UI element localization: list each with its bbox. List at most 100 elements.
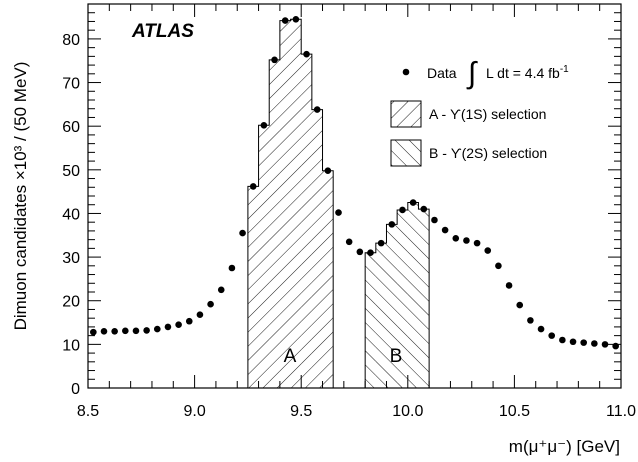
legend-region-a-swatch: [390, 100, 422, 128]
region-b: [364, 202, 430, 388]
region-a-outline: [247, 18, 334, 388]
region-a-bin: [322, 170, 334, 388]
data-point: [164, 323, 172, 331]
data-point: [175, 321, 182, 329]
data-point: [559, 336, 566, 344]
region-b-bin: [418, 209, 430, 388]
data-point: [441, 226, 449, 234]
x-axis-label: m(μ⁺μ⁻) [GeV]: [509, 437, 620, 456]
legend-data-label: Data: [427, 65, 457, 81]
data-point: [292, 15, 300, 23]
legend-region-a-label: A - ϒ(1S) selection: [429, 106, 546, 122]
y-tick-label: 30: [62, 250, 80, 267]
x-tick-label: 9.5: [290, 403, 312, 420]
y-tick-label: 0: [71, 381, 80, 398]
data-point: [495, 262, 502, 270]
data-point: [399, 206, 406, 214]
data-point: [548, 332, 556, 339]
data-point: [409, 199, 417, 206]
region-a-bin: [279, 20, 291, 388]
data-point: [591, 340, 598, 347]
data-point: [100, 327, 108, 335]
data-point: [612, 342, 619, 350]
data-point: [580, 339, 587, 346]
data-point: [90, 328, 97, 336]
data-point: [345, 238, 353, 246]
y-tick-label: 40: [62, 206, 80, 223]
data-point: [313, 106, 321, 113]
data-point: [153, 325, 161, 333]
region-a-bin: [247, 186, 259, 388]
data-point: [132, 327, 140, 335]
region-b-bin: [397, 209, 408, 388]
legend-region-b-swatch: [390, 139, 422, 167]
region-a-bin: [290, 19, 302, 388]
y-tick-label: 60: [62, 119, 80, 136]
data-point: [207, 300, 214, 308]
x-tick-label: 10.0: [392, 403, 423, 420]
data-point: [367, 249, 374, 257]
region-b-bin: [386, 224, 398, 388]
x-tick-label: 11.0: [606, 403, 636, 420]
region-b-bin: [365, 252, 376, 388]
legend-data-marker: [402, 68, 410, 76]
y-tick-labels: 0 10 20 30 40 50 60 70 80: [62, 32, 80, 398]
data-point: [505, 282, 513, 289]
data-point: [335, 209, 342, 216]
data-point: [271, 56, 278, 64]
data-point: [420, 205, 428, 213]
data-point: [356, 248, 364, 256]
y-axis-label: Dimuon candidates ×10³ / (50 MeV): [11, 62, 30, 331]
data-point: [463, 237, 470, 244]
data-point: [111, 327, 118, 335]
region-a-bin: [258, 125, 270, 389]
y-tick-label: 70: [62, 76, 80, 93]
region-b-bin: [375, 243, 387, 388]
y-tick-label: 20: [62, 294, 80, 311]
region-a-bin: [311, 109, 323, 388]
data-point: [260, 122, 268, 129]
data-point: [377, 239, 385, 247]
data-point: [537, 325, 545, 333]
data-point: [388, 221, 396, 228]
data-point: [249, 183, 257, 190]
x-tick-label: 8.5: [77, 403, 99, 420]
x-tick-labels: 8.5 9.0 9.5 10.0 10.5 11.0: [77, 403, 636, 420]
data-point: [516, 301, 524, 309]
data-point: [143, 327, 150, 334]
data-point: [122, 327, 129, 335]
data-point: [527, 317, 534, 324]
legend-integral-sign: ∫: [466, 57, 478, 90]
data-points: [90, 15, 619, 350]
legend: Data ∫ L dt = 4.4 fb-1 A - ϒ(1S) selecti…: [390, 57, 569, 167]
region-b-outline: [364, 202, 430, 388]
legend-lumi-label: L dt = 4.4 fb-1: [486, 64, 569, 81]
data-point: [431, 216, 438, 224]
plot-frame: [87, 3, 622, 389]
data-point: [217, 286, 225, 294]
data-point: [473, 239, 481, 247]
data-point: [484, 247, 492, 254]
data-point: [452, 235, 460, 242]
data-point: [239, 229, 246, 237]
y-tick-label: 10: [62, 337, 80, 354]
x-tick-label: 10.5: [499, 403, 530, 420]
region-a-bin: [269, 59, 280, 388]
y-tick-label: 50: [62, 163, 80, 180]
data-point: [569, 338, 577, 346]
region-a-bin: [301, 54, 312, 388]
data-point: [196, 311, 204, 318]
legend-region-b-label: B - ϒ(2S) selection: [429, 145, 547, 161]
data-point: [185, 317, 193, 325]
y-tick-label: 80: [62, 32, 80, 49]
data-point: [228, 264, 236, 272]
region-a: [247, 18, 334, 389]
data-point: [601, 341, 609, 348]
region-b-bin: [407, 202, 419, 388]
data-point: [324, 167, 332, 174]
x-tick-label: 9.0: [183, 403, 205, 420]
region-a-label: A: [284, 346, 297, 367]
atlas-label: ATLAS: [131, 21, 194, 42]
data-point: [281, 17, 289, 24]
